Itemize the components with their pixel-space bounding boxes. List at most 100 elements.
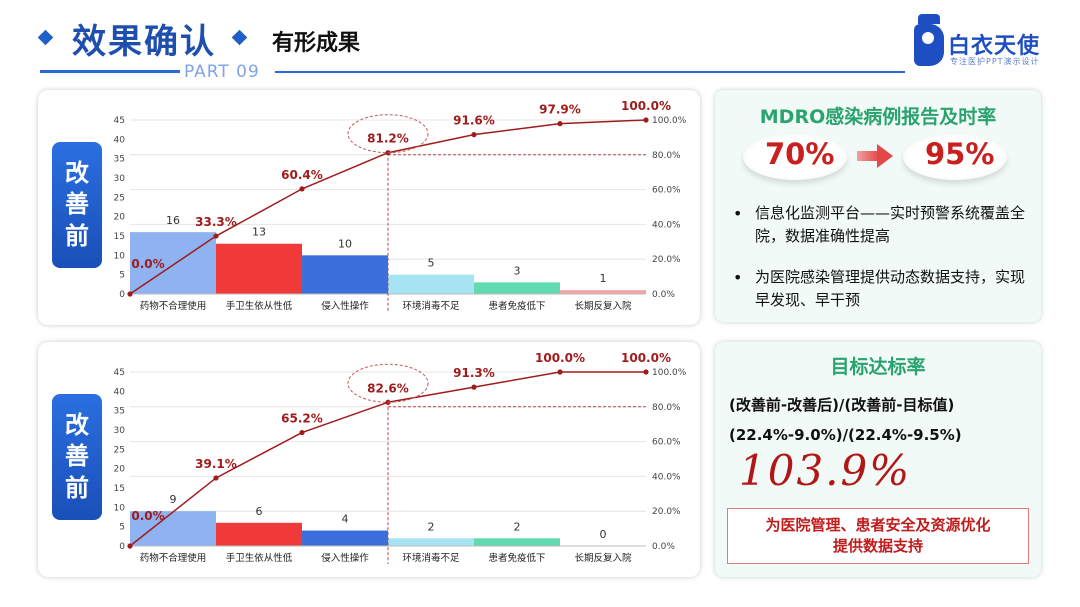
- header-divider: [40, 70, 180, 73]
- bar-value-label: 13: [252, 226, 266, 239]
- category-label: 患者免疫低下: [488, 552, 545, 564]
- cumulative-label: 82.6%: [367, 381, 409, 395]
- cumulative-label: 65.2%: [281, 412, 323, 426]
- left-tick-label: 15: [114, 232, 125, 242]
- right-tick-label: 100.0%: [652, 368, 687, 378]
- chart-tag-char: 改: [65, 159, 89, 188]
- category-label: 药物不合理使用: [140, 300, 207, 312]
- bar: [474, 538, 560, 546]
- page-subtitle: 有形成果: [272, 31, 361, 56]
- cumulative-label: 0.0%: [131, 509, 164, 523]
- left-tick-label: 5: [119, 523, 125, 533]
- left-tick-label: 40: [114, 387, 126, 397]
- calc-text: (22.4%-9.0%)/(22.4%-9.5%): [729, 426, 962, 444]
- right-tick-label: 80.0%: [652, 403, 681, 413]
- bar-value-label: 4: [342, 513, 349, 526]
- cumulative-label: 97.9%: [539, 103, 581, 117]
- cumulative-point: [643, 369, 649, 375]
- right-tick-label: 0.0%: [652, 290, 675, 300]
- cumulative-point: [471, 132, 477, 138]
- cumulative-point: [643, 117, 649, 123]
- right-tick-label: 60.0%: [652, 438, 681, 448]
- right-tick-label: 60.0%: [652, 186, 681, 196]
- note-line: 为医院管理、患者安全及资源优化: [765, 516, 991, 534]
- cumulative-point: [557, 369, 563, 375]
- bar: [560, 290, 646, 294]
- left-tick-label: 45: [114, 116, 125, 126]
- category-label: 侵入性操作: [321, 552, 369, 564]
- highlight-circle: [347, 114, 429, 154]
- category-label: 长期反复入院: [574, 552, 632, 564]
- diamond-icon: [231, 29, 248, 46]
- chart-panel-top: 改 善 前 0 5 10 15 20 25 30 35 40 45 0.0% 20.0% 40.0% 60…: [38, 90, 700, 325]
- arrow-right-icon: [877, 144, 893, 168]
- category-label: 患者免疫低下: [488, 300, 545, 312]
- left-tick-label: 0: [119, 542, 125, 552]
- bar-value-label: 6: [256, 505, 263, 518]
- cumulative-label: 39.1%: [195, 457, 237, 471]
- cumulative-label: 100.0%: [621, 99, 671, 113]
- bar: [130, 511, 216, 546]
- left-tick-label: 10: [114, 251, 126, 261]
- category-label: 侵入性操作: [321, 300, 369, 312]
- part-label: PART 09: [184, 62, 260, 82]
- cumulative-point: [127, 291, 133, 297]
- arrow-right-icon: [857, 151, 879, 161]
- left-tick-label: 35: [114, 407, 125, 417]
- chart-tag: 改 善 前: [52, 142, 102, 268]
- cumulative-point: [471, 384, 477, 390]
- category-label: 环境消毒不足: [402, 300, 460, 312]
- category-label: 手卫生依从性低: [226, 552, 293, 564]
- right-tick-label: 100.0%: [652, 116, 687, 126]
- left-tick-label: 35: [114, 155, 125, 165]
- bar: [302, 255, 388, 294]
- right-tick-label: 40.0%: [652, 472, 681, 482]
- category-label: 长期反复入院: [574, 300, 632, 312]
- cumulative-label: 100.0%: [535, 351, 585, 365]
- bar-value-label: 2: [428, 520, 435, 533]
- category-label: 手卫生依从性低: [226, 300, 293, 312]
- cumulative-label: 100.0%: [621, 351, 671, 365]
- formula-text: (改善前-改善后)/(改善前-目标值): [729, 396, 955, 414]
- bar-value-label: 9: [170, 493, 177, 506]
- bar: [302, 530, 388, 546]
- cumulative-label: 33.3%: [195, 215, 237, 229]
- brand-logo: 白衣天使 专注医护PPT演示设计: [914, 14, 1074, 70]
- bar: [216, 522, 302, 546]
- pct-backdrop: [743, 134, 847, 180]
- left-tick-label: 5: [119, 271, 125, 281]
- bar-value-label: 10: [338, 237, 352, 250]
- bar-value-label: 2: [514, 520, 521, 533]
- cumulative-point: [299, 429, 305, 436]
- left-tick-label: 25: [114, 193, 125, 203]
- nurse-cap-icon: [918, 14, 940, 24]
- note-box: 为医院管理、患者安全及资源优化 提供数据支持: [727, 508, 1029, 564]
- report-rate-card: MDRO感染病例报告及时率 70% 95% 信息化监测平台——实时预警系统覆盖全…: [715, 90, 1041, 322]
- right-tick-label: 80.0%: [652, 151, 681, 161]
- chart-tag-char: 前: [65, 473, 89, 502]
- pareto-chart: 0510152025303540450.0%20.0%40.0%60.0%80.…: [114, 351, 687, 564]
- cumulative-label: 91.3%: [453, 366, 495, 380]
- card-title: 目标达标率: [830, 356, 926, 378]
- left-tick-label: 10: [114, 503, 126, 513]
- bar: [388, 538, 474, 546]
- left-tick-label: 45: [114, 368, 125, 378]
- bar: [216, 243, 302, 294]
- left-tick-label: 40: [114, 135, 126, 145]
- card-title: MDRO感染病例报告及时率: [759, 106, 997, 128]
- bar-value-label: 16: [166, 214, 180, 227]
- target-rate-card: 目标达标率 (改善前-改善后)/(改善前-目标值) (22.4%-9.0%)/(…: [715, 342, 1041, 577]
- left-tick-label: 30: [114, 174, 126, 184]
- bullet-item: 信息化监测平台——实时预警系统覆盖全院，数据准确性提高: [729, 202, 1035, 249]
- bar: [474, 282, 560, 294]
- category-label: 药物不合理使用: [140, 552, 207, 564]
- chart-tag-char: 改: [65, 411, 89, 440]
- cumulative-point: [213, 475, 219, 481]
- result-value: 103.9%: [739, 446, 912, 495]
- cumulative-point: [299, 186, 305, 192]
- page-title: 效果确认: [72, 22, 216, 62]
- logo-name: 白衣天使: [948, 34, 1041, 59]
- bar: [388, 274, 474, 294]
- chart-panel-bottom: 改 善 前 0 5 10 15 20 25 30 35 40 45 0.0% 20.0% 40.0% 60…: [38, 342, 700, 577]
- pct-backdrop: [903, 134, 1007, 180]
